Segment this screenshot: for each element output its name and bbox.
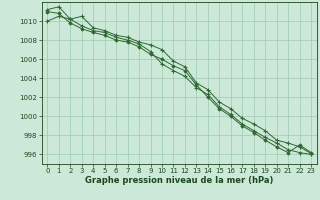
X-axis label: Graphe pression niveau de la mer (hPa): Graphe pression niveau de la mer (hPa) [85,176,273,185]
